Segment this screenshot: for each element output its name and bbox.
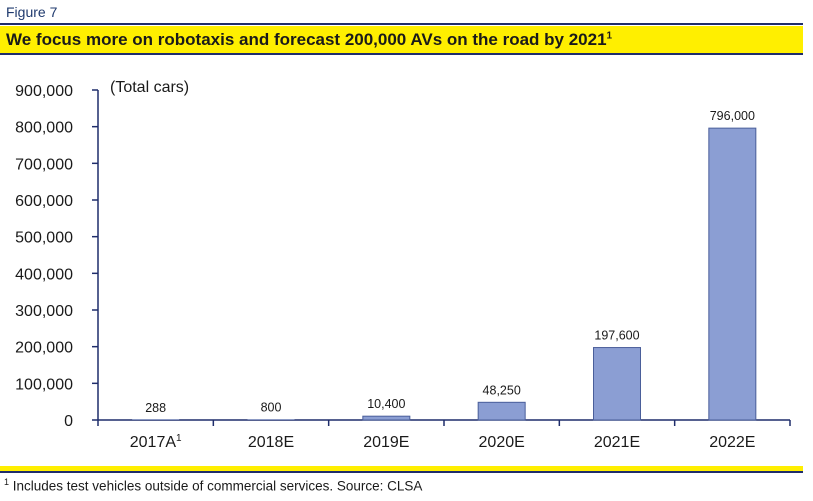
footnote: 1 Includes test vehicles outside of comm… (4, 477, 422, 494)
title-band: We focus more on robotaxis and forecast … (0, 26, 803, 53)
bar-2020E (477, 401, 526, 421)
footer-rule-blue (0, 471, 803, 473)
footer-rule-yellow (0, 466, 803, 471)
title-rule (0, 53, 803, 55)
y-tick-label: 0 (64, 413, 73, 430)
bar-chart: 0 100,000 200,000 300,000 400,000 500,000 600,… (15, 79, 791, 451)
top-rule (0, 23, 803, 25)
bar-2022E (708, 127, 757, 421)
y-tick-label: 700,000 (15, 156, 73, 173)
bar-2017A (132, 419, 180, 420)
value-label: 10,400 (367, 397, 405, 411)
x-tick-label: 2021E (594, 434, 640, 451)
x-tick-label: 2022E (709, 434, 755, 451)
chart-title-text: We focus more on robotaxis and forecast … (6, 30, 607, 49)
y-axis-label: (Total cars) (110, 79, 189, 96)
value-label: 48,250 (483, 383, 521, 397)
x-tick-label: 2018E (248, 434, 294, 451)
figure-label: Figure 7 (6, 4, 58, 20)
y-tick-label: 900,000 (15, 83, 73, 100)
y-tick-label: 800,000 (15, 120, 73, 137)
y-tick-label: 400,000 (15, 266, 73, 283)
y-tick-label: 200,000 (15, 340, 73, 357)
y-tick-label: 500,000 (15, 230, 73, 247)
x-tick-label: 2017A1 (130, 433, 182, 451)
bar-2019E (362, 415, 411, 421)
value-label: 288 (145, 401, 166, 415)
footnote-mark: 1 (4, 477, 10, 487)
y-tick-label: 300,000 (15, 303, 73, 320)
value-label: 800 (261, 401, 282, 415)
y-tick-label: 100,000 (15, 376, 73, 393)
x-tick-label: 2019E (363, 434, 409, 451)
y-tick-label: 600,000 (15, 193, 73, 210)
bar-2021E (593, 347, 641, 421)
footnote-text: Includes test vehicles outside of commer… (9, 478, 423, 494)
chart-title: We focus more on robotaxis and forecast … (6, 30, 612, 50)
title-footnote-mark: 1 (606, 30, 613, 42)
value-label: 796,000 (710, 109, 755, 123)
x-tick-label: 2020E (479, 434, 525, 451)
bar-2018E (247, 419, 295, 420)
value-label: 197,600 (594, 329, 639, 343)
